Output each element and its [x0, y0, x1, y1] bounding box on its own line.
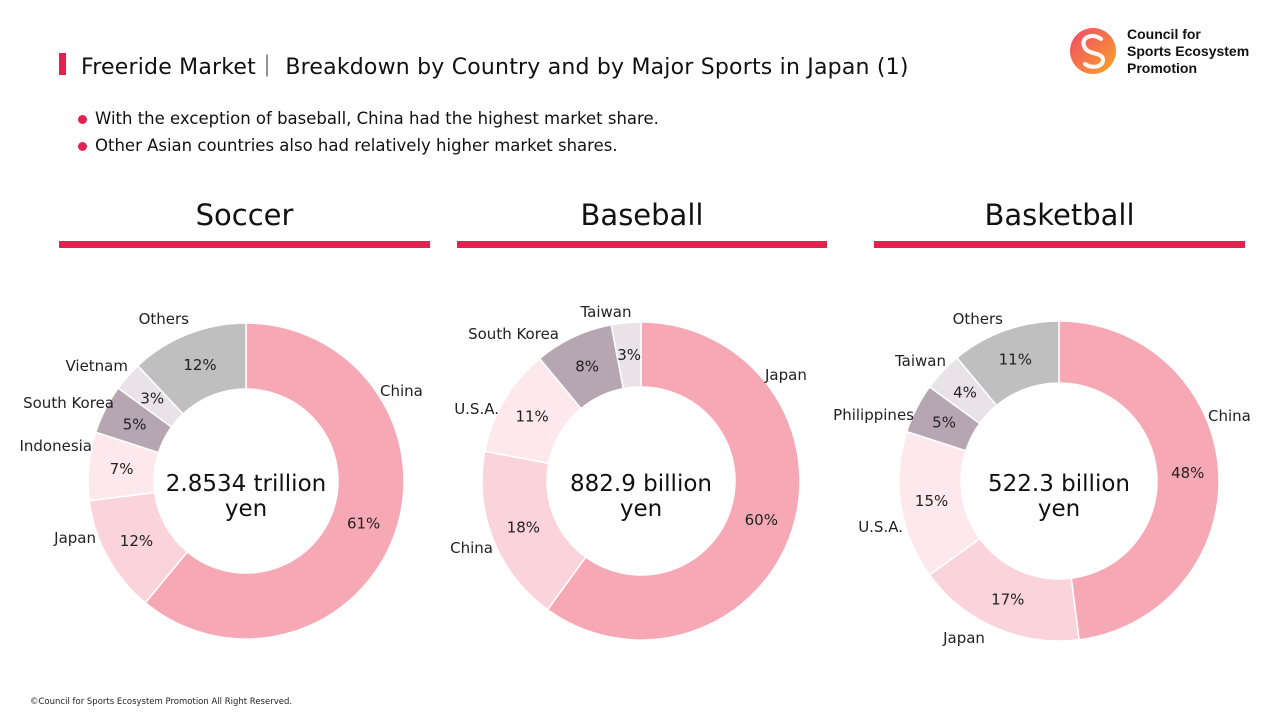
slice-category-label: China: [380, 382, 423, 400]
slice-value-label: 8%: [575, 358, 599, 376]
title-accent-bar: [59, 53, 66, 75]
soccer-underline: [59, 241, 430, 248]
slice-value-label: 11%: [515, 408, 548, 426]
slice-value-label: 5%: [123, 415, 147, 433]
logo-line: Council for: [1127, 26, 1201, 42]
slice-value-label: 7%: [110, 460, 134, 478]
slice-value-label: 3%: [617, 346, 641, 364]
donut-slice: [955, 320, 1060, 407]
donut-slice: [144, 322, 405, 640]
donut-total-label: 2.8534 trillion: [166, 471, 326, 497]
slice-category-label: Taiwan: [579, 303, 631, 321]
slice-value-label: 5%: [932, 413, 956, 431]
slice-value-label: 17%: [991, 590, 1024, 608]
council-logo-icon: [1070, 28, 1116, 74]
slice-value-label: 60%: [745, 511, 778, 529]
slice-value-label: 18%: [507, 519, 540, 537]
donut-slice: [546, 321, 801, 641]
summary-bullets: With the exception of baseball, China ha…: [78, 105, 659, 159]
slice-category-label: U.S.A.: [858, 518, 903, 536]
donut-slice: [610, 321, 642, 390]
slice-category-label: Philippines: [833, 406, 914, 424]
slice-value-label: 15%: [915, 492, 948, 510]
slice-value-label: 4%: [953, 384, 977, 402]
logo-line: Promotion: [1127, 60, 1197, 76]
bullet-item: With the exception of baseball, China ha…: [78, 105, 659, 132]
donut-slice: [136, 322, 247, 415]
donut-slice: [1058, 320, 1220, 641]
slice-category-label: Others: [953, 310, 1004, 328]
soccer-heading: Soccer: [195, 198, 294, 232]
baseball-heading: Baseball: [580, 198, 704, 232]
donut-total-label: yen: [620, 496, 662, 522]
slice-value-label: 11%: [999, 351, 1032, 369]
soccer-donut-chart: 61% China 12% Japan 7% Indonesia 5% South Korea…: [19, 310, 423, 640]
slice-category-label: South Korea: [468, 325, 559, 343]
donut-total-label: yen: [225, 496, 267, 522]
copyright-footer: ©Council for Sports Ecosystem Promotion …: [30, 697, 293, 707]
council-logo: Council for Sports Ecosystem Promotion: [1070, 26, 1260, 78]
slice-category-label: China: [1208, 407, 1251, 425]
basketball-heading: Basketball: [984, 198, 1135, 232]
donut-total-label: 522.3 billion: [988, 471, 1130, 497]
slice-category-label: Vietnam: [65, 357, 128, 375]
slice-value-label: 12%: [183, 356, 216, 374]
slice-category-label: South Korea: [23, 394, 114, 412]
slice-category-label: U.S.A.: [454, 400, 499, 418]
bullet-item: Other Asian countries also had relativel…: [78, 132, 659, 159]
donut-total-label: 882.9 billion: [570, 471, 712, 497]
slice-category-label: Indonesia: [19, 437, 92, 455]
basketball-donut-chart: 48% China 17% Japan 15% U.S.A. 5% Philippines 4%…: [833, 310, 1251, 647]
council-logo-text: Council for Sports Ecosystem Promotion: [1127, 26, 1267, 77]
slice-category-label: Japan: [942, 629, 985, 647]
slice-value-label: 3%: [140, 389, 164, 407]
slice-category-label: Taiwan: [894, 352, 946, 370]
logo-line: Sports Ecosystem: [1127, 43, 1250, 59]
slice-category-label: Japan: [764, 366, 807, 384]
slice-value-label: 48%: [1171, 464, 1204, 482]
basketball-underline: [874, 241, 1245, 248]
slice-value-label: 61%: [347, 514, 380, 532]
slice-value-label: 12%: [120, 532, 153, 550]
donut-total-label: yen: [1038, 496, 1080, 522]
slice-category-label: China: [450, 539, 493, 557]
page-title: Freeride Market｜ Breakdown by Country an…: [81, 55, 909, 80]
baseball-donut-chart: 60% Japan 18% China 11% U.S.A. 8% South Korea 3%…: [450, 303, 807, 641]
baseball-underline: [457, 241, 827, 248]
slice-category-label: Others: [139, 310, 190, 328]
slice-category-label: Japan: [53, 529, 96, 547]
